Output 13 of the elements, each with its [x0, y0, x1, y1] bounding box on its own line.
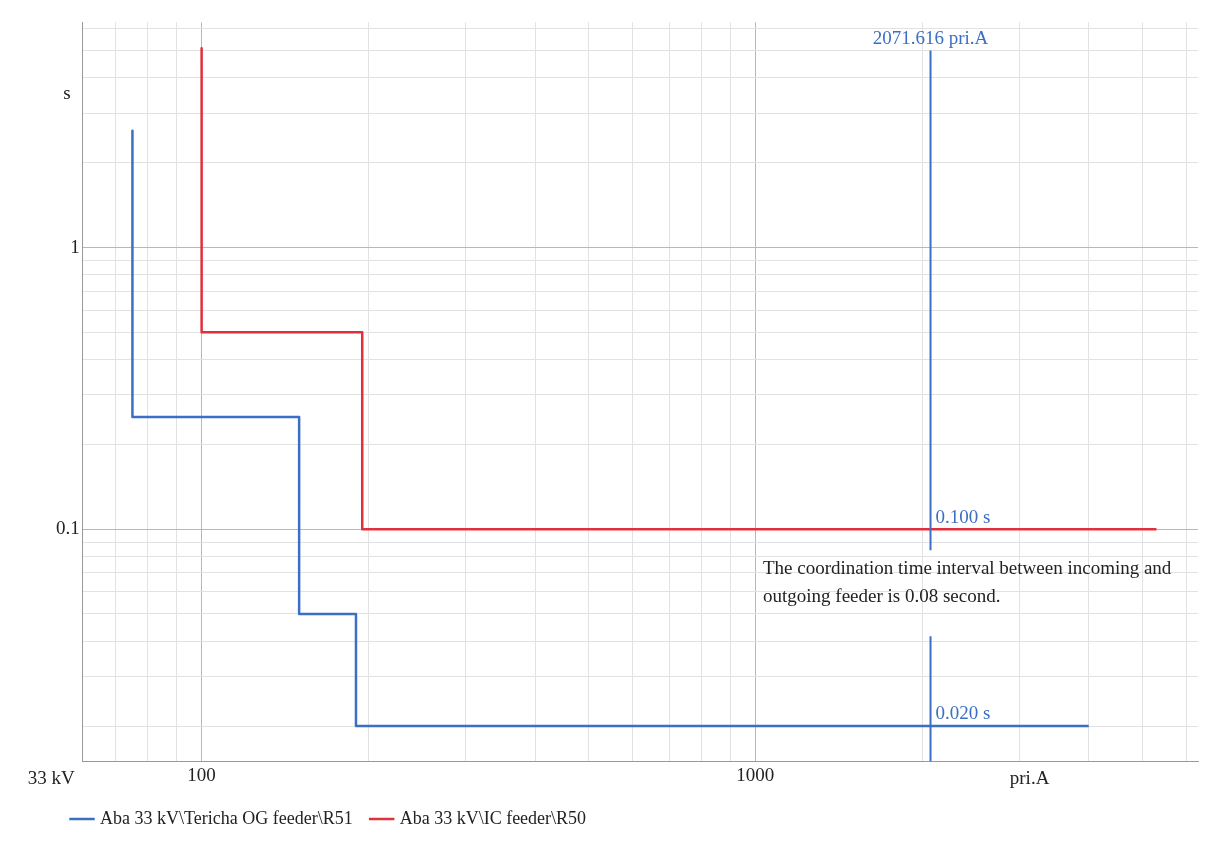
ref-line-label: 2071.616 pri.A — [872, 26, 989, 48]
legend-label: Aba 33 kV\Tericha OG feeder\R51 — [100, 807, 353, 828]
x-axis-title: pri.A — [1009, 766, 1050, 788]
annotation: The coordination time interval between incoming and outgoing feeder is 0.08 second. — [763, 557, 1172, 607]
text: 33 kV — [27, 766, 76, 788]
annotation: 0.100 s — [935, 505, 991, 527]
annotation: 0.020 s — [935, 702, 991, 724]
x-tick-label: 1000 — [736, 763, 775, 785]
y-tick-label: 1 — [70, 235, 80, 257]
x-tick-label: 100 — [187, 763, 216, 785]
y-tick-label: 0.1 — [56, 517, 80, 539]
legend-label: Aba 33 kV\IC feeder\R50 — [399, 807, 587, 828]
y-axis-title: s — [63, 82, 71, 104]
